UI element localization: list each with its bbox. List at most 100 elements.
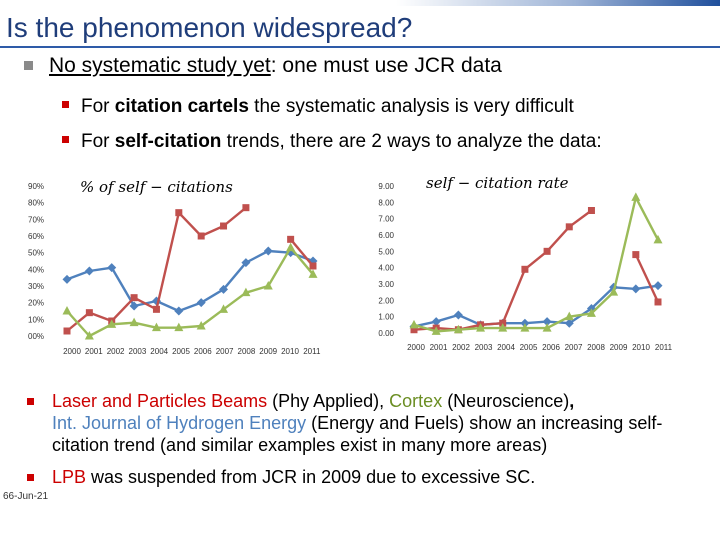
y-tick-label: 90% (28, 182, 44, 191)
x-tick-label: 2004 (497, 343, 515, 352)
y-tick-label: 60% (28, 232, 44, 241)
data-point (62, 274, 72, 284)
data-point (542, 323, 552, 332)
sub-bullet-text: For (81, 131, 115, 152)
bullet-lpb-suspended: LPB was suspended from JCR in 2009 due t… (27, 466, 710, 488)
x-tick-label: 2011 (303, 347, 321, 356)
data-point (63, 327, 71, 335)
x-tick-label: 2006 (194, 347, 212, 356)
data-point (410, 326, 418, 334)
data-point (197, 232, 205, 240)
data-point (219, 284, 229, 294)
journal-lpb: Laser and Particles Beams (52, 391, 268, 411)
sub-bullet-cartels: For citation cartels the systematic anal… (62, 96, 574, 118)
data-point (196, 321, 206, 330)
top-accent-bar (0, 0, 720, 6)
data-point (152, 305, 160, 313)
data-point (241, 287, 251, 297)
bullet-square-icon (27, 398, 34, 405)
data-point (175, 209, 183, 217)
data-point (653, 234, 663, 244)
y-tick-label: 6.00 (378, 231, 394, 240)
y-tick-label: 8.00 (378, 198, 394, 207)
data-point (174, 306, 184, 316)
y-tick-label: 4.00 (378, 264, 394, 273)
x-tick-label: 2009 (259, 347, 277, 356)
data-point (129, 301, 139, 311)
data-point (263, 281, 273, 290)
data-point (542, 317, 552, 327)
data-point (129, 317, 139, 327)
y-tick-label: 50% (28, 249, 44, 258)
x-tick-label: 2005 (172, 347, 190, 356)
data-point (84, 266, 94, 276)
x-tick-label: 2002 (107, 347, 125, 356)
data-point (85, 309, 93, 317)
data-point (431, 326, 441, 335)
data-point (632, 251, 640, 259)
y-tick-label: 7.00 (378, 215, 394, 224)
data-point (609, 287, 619, 296)
series-2 (409, 192, 663, 335)
data-point (565, 223, 573, 231)
x-tick-label: 2008 (587, 343, 605, 352)
data-point (631, 192, 641, 201)
bullet-highlight: No systematic study yet (49, 54, 271, 77)
bullet-text: (Energy and Fuels) show an increasing se… (52, 413, 663, 455)
x-tick-label: 2003 (475, 343, 493, 352)
data-point (308, 269, 318, 278)
data-point (130, 294, 138, 302)
slide-date: 66-Jun-21 (3, 491, 49, 502)
data-point (631, 284, 641, 294)
x-tick-label: 2010 (281, 347, 299, 356)
data-point (521, 265, 529, 273)
data-point (196, 298, 206, 308)
series-line (634, 254, 660, 303)
sub-bullet-text: the systematic analysis is very difficul… (248, 96, 574, 117)
y-tick-label: 40% (28, 265, 44, 274)
x-tick-label: 2008 (238, 347, 256, 356)
y-tick-label: 00% (28, 332, 44, 341)
y-tick-label: 5.00 (378, 247, 394, 256)
bullet-examples: Laser and Particles Beams (Phy Applied),… (27, 390, 710, 456)
sub-bullet-square-icon (62, 136, 69, 144)
bullet-text: , (569, 391, 575, 411)
data-point (409, 319, 419, 329)
journal-cortex: Cortex (389, 391, 443, 411)
x-tick-label: 2004 (150, 347, 168, 356)
x-tick-label: 2007 (565, 343, 583, 352)
y-tick-label: 9.00 (378, 182, 394, 191)
sub-bullet-bold: self-citation (114, 131, 222, 152)
data-point (453, 310, 463, 320)
data-point (287, 235, 295, 243)
x-tick-label: 2001 (85, 347, 103, 356)
data-point (587, 207, 595, 214)
series-2 (62, 242, 318, 340)
data-point (174, 322, 184, 332)
data-point (520, 323, 530, 332)
bullet-square-icon (27, 474, 34, 481)
x-tick-label: 2002 (452, 343, 470, 352)
series-line (66, 246, 314, 338)
y-tick-label: 1.00 (378, 313, 394, 322)
bullet-text: (Neuroscience) (442, 391, 570, 411)
x-tick-label: 2011 (655, 343, 673, 352)
x-tick-label: 2009 (610, 343, 628, 352)
sub-bullet-self-citation: For self-citation trends, there are 2 wa… (62, 131, 602, 153)
series-1 (410, 207, 662, 334)
sub-bullet-square-icon (62, 101, 69, 109)
data-point (431, 317, 441, 327)
y-tick-label: 10% (28, 315, 44, 324)
x-tick-label: 2005 (520, 343, 538, 352)
chart-self-citation-percent: 00% 10% 20% 30% 40% 50% 60% 70% 80% 90% 2000 2001 20… (28, 178, 321, 356)
bullet-square-icon (24, 60, 33, 70)
series-0 (409, 281, 663, 331)
y-tick-label: 2.00 (378, 296, 394, 305)
series-line (66, 249, 314, 313)
data-point (543, 247, 551, 255)
slide-title: Is the phenomenon widespread? (6, 12, 413, 43)
data-point (564, 318, 574, 328)
data-point (564, 311, 574, 321)
chart-title: % of self − citations (80, 178, 233, 196)
x-tick-label: 2000 (407, 343, 425, 352)
